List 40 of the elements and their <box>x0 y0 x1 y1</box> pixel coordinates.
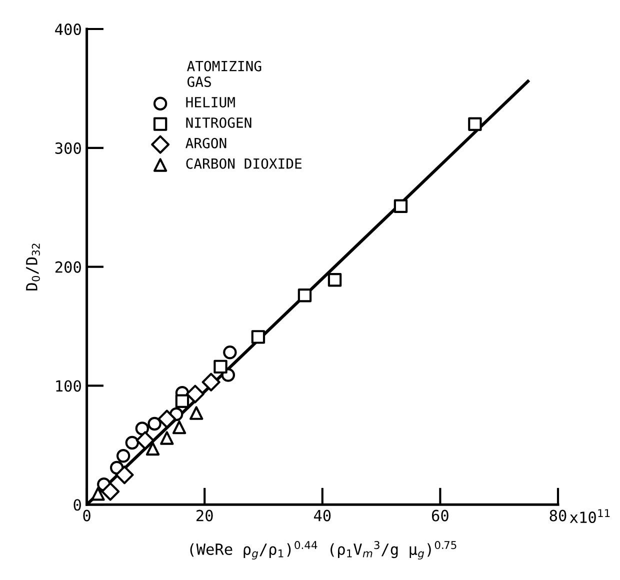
point <box>158 410 176 428</box>
point <box>175 394 190 408</box>
point <box>160 431 174 445</box>
point <box>298 288 312 302</box>
legend-label: NITROGEN <box>186 117 252 128</box>
point <box>394 199 408 214</box>
legend-label: ARGON <box>186 138 226 148</box>
y-tick-label: 0 <box>74 499 81 511</box>
point <box>223 346 237 360</box>
point <box>91 487 105 501</box>
y-tick-label: 400 <box>55 24 81 36</box>
text: (WeRe ρ$_{g}$/ρ$_{1}$)$^{0.44}$ (ρ$_{1}$V$_{m}$$^{3}$/g μ$_{g}$)$^{0.75}$ <box>190 540 456 560</box>
x-tick-label: 0 <box>83 510 90 522</box>
point <box>146 442 160 456</box>
y-tick-label: 100 <box>56 380 81 392</box>
point <box>186 384 204 404</box>
y-tick-label: 200 <box>55 261 81 273</box>
point <box>202 372 220 392</box>
legend-label: CARBON DIOXIDE <box>186 158 302 169</box>
point <box>214 360 228 374</box>
point <box>135 422 150 436</box>
point <box>328 273 342 287</box>
point <box>115 466 134 484</box>
point <box>251 330 266 344</box>
legend-title: ATOMIZING GAS <box>187 60 262 87</box>
point <box>125 436 140 450</box>
legend-label: HELIUM <box>186 97 235 108</box>
y-tick-label: 300 <box>55 142 81 154</box>
point <box>148 416 162 431</box>
text: x10$^{11}$ <box>570 509 610 524</box>
x-tick-label: 20 <box>196 510 213 522</box>
x-tick-label: 40 <box>314 510 331 522</box>
point <box>172 420 186 434</box>
x-tick-label: 80 <box>550 510 566 522</box>
x-tick-label: 60 <box>432 510 448 522</box>
point <box>101 482 120 501</box>
point <box>468 117 482 131</box>
y-axis-title: D$_{0}$/D$_{32}$ <box>26 244 40 290</box>
point <box>116 448 130 463</box>
point <box>190 406 204 420</box>
